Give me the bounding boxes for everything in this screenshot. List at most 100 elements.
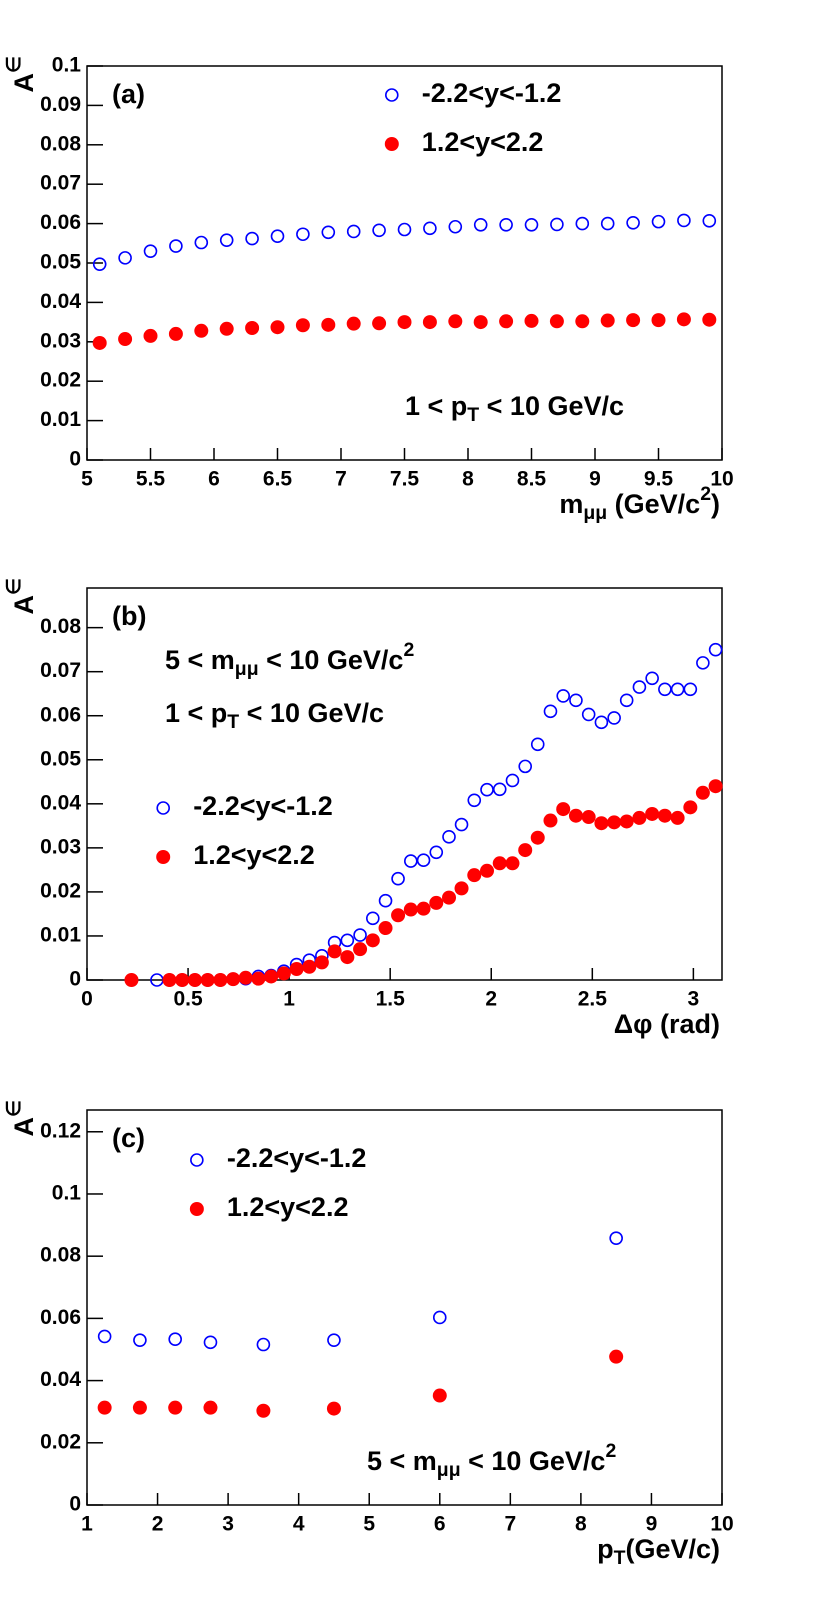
marker <box>581 707 596 722</box>
y-tick-label: 0 <box>69 448 81 471</box>
marker <box>276 966 291 981</box>
marker <box>133 1333 147 1347</box>
marker <box>404 854 418 868</box>
marker <box>289 961 304 976</box>
marker <box>314 955 329 970</box>
marker <box>302 959 317 974</box>
y-tick-label: 0.02 <box>40 369 81 392</box>
marker <box>397 315 412 330</box>
marker <box>550 217 564 232</box>
marker <box>321 225 336 240</box>
marker <box>619 814 634 829</box>
marker <box>696 656 710 670</box>
marker <box>708 642 723 657</box>
panel-label: (c) <box>112 1123 145 1153</box>
marker <box>626 216 640 230</box>
marker <box>594 715 609 730</box>
marker <box>326 1401 341 1416</box>
marker <box>670 810 685 825</box>
y-axis-title-part: ∈ <box>3 1100 25 1117</box>
marker <box>524 313 539 328</box>
x-axis-title-part: (GeV/c <box>607 489 700 519</box>
marker <box>569 693 583 708</box>
marker <box>677 213 691 228</box>
marker <box>378 921 393 936</box>
marker <box>442 830 456 844</box>
x-axis-title-part: T <box>614 1547 626 1569</box>
annotation-part: < 10 GeV/c <box>239 698 384 728</box>
marker <box>378 893 393 908</box>
y-axis-title: A∈ <box>3 578 39 614</box>
marker <box>97 1329 112 1344</box>
legend-label: -2.2<y<-1.2 <box>227 1143 367 1173</box>
marker <box>454 817 469 832</box>
marker <box>645 671 659 686</box>
marker <box>270 320 285 335</box>
y-axis-title-part: A <box>9 595 39 615</box>
marker <box>670 682 685 697</box>
marker <box>549 314 564 329</box>
marker <box>676 312 691 327</box>
marker <box>448 314 463 329</box>
annotation-part: 2 <box>605 1440 616 1462</box>
x-tick-label: 2 <box>485 988 497 1011</box>
marker <box>505 856 520 871</box>
annotation-part: T <box>227 711 239 733</box>
marker <box>524 217 539 232</box>
x-tick-label: 8.5 <box>517 468 547 491</box>
marker <box>143 328 158 343</box>
marker <box>492 782 507 797</box>
marker <box>264 969 279 984</box>
x-axis-title-part: ) <box>711 489 720 519</box>
marker <box>645 806 660 821</box>
x-tick-label: 8 <box>462 468 474 491</box>
y-tick-label: 0.04 <box>40 791 81 814</box>
marker <box>442 890 457 905</box>
marker <box>245 231 259 246</box>
x-axis-title: mμμ (GeV/c2) <box>559 483 720 524</box>
y-axis-title: A∈ <box>3 56 39 92</box>
y-axis-title-part: A <box>9 1117 39 1137</box>
marker <box>530 737 545 752</box>
legend-label: -2.2<y<-1.2 <box>422 78 562 108</box>
marker <box>632 810 647 825</box>
marker <box>143 244 158 258</box>
marker <box>92 335 107 350</box>
marker <box>366 911 380 926</box>
x-tick-label: 7 <box>335 468 347 491</box>
legend-marker <box>156 801 170 815</box>
marker <box>124 973 139 987</box>
annotation-part: < 10 GeV/c <box>259 645 404 675</box>
legend-marker <box>189 1202 204 1216</box>
marker <box>575 314 590 329</box>
marker <box>346 224 361 239</box>
marker <box>473 315 488 330</box>
y-tick-label: 0.08 <box>40 132 81 155</box>
y-tick-label: 0.08 <box>40 615 81 638</box>
annotation: 1 < pT < 10 GeV/c <box>165 698 384 733</box>
x-tick-label: 1 <box>81 1513 93 1536</box>
annotation: 5 < mμμ < 10 GeV/c2 <box>165 639 414 680</box>
marker <box>296 227 310 242</box>
legend-label: 1.2<y<2.2 <box>227 1192 349 1222</box>
x-tick-label: 3 <box>688 988 700 1011</box>
y-axis-title: A∈ <box>3 1100 39 1136</box>
marker <box>203 1400 218 1415</box>
marker <box>556 802 571 817</box>
y-tick-label: 0.12 <box>40 1119 81 1142</box>
x-axis-title-part: 2 <box>700 483 711 505</box>
x-axis-title-part: Δφ (rad) <box>614 1009 720 1039</box>
marker <box>372 223 386 238</box>
annotation-part: 1 < p <box>405 391 467 421</box>
marker <box>518 759 533 774</box>
annotation-part: μμ <box>437 1459 461 1481</box>
marker <box>480 782 494 797</box>
marker <box>708 779 723 794</box>
marker <box>448 219 463 234</box>
marker <box>423 221 437 236</box>
x-tick-label: 6.5 <box>263 468 293 491</box>
x-tick-label: 5 <box>81 468 93 491</box>
y-tick-label: 0.1 <box>52 54 82 77</box>
x-tick-label: 9 <box>646 1513 658 1536</box>
marker <box>194 323 209 338</box>
